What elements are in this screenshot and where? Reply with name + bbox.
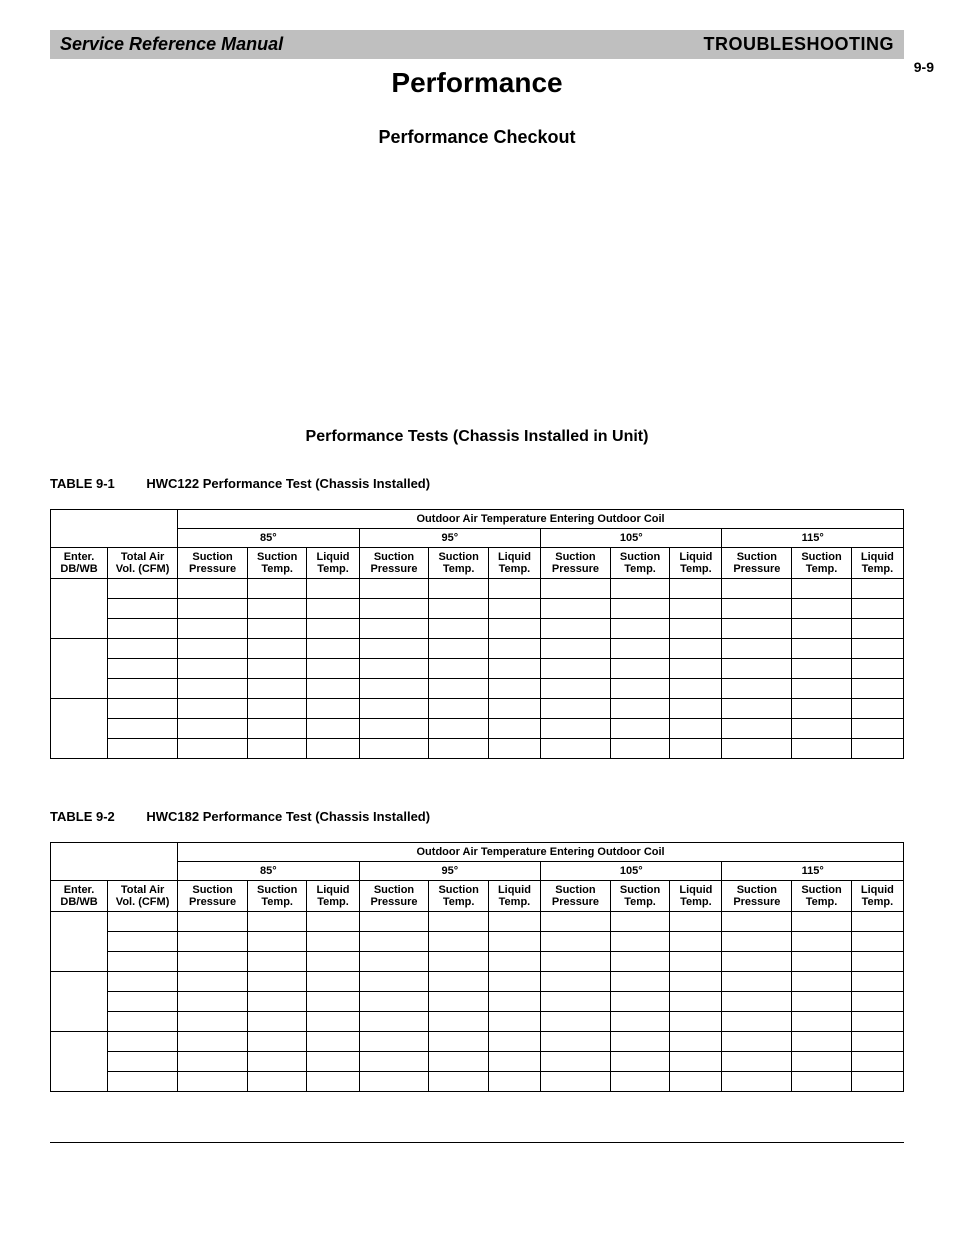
table2-sub-sp-1: Suction Pressure — [178, 881, 248, 912]
table2-outdoor-header: Outdoor Air Temperature Entering Outdoor… — [178, 843, 904, 862]
table1-temp-95: 95° — [359, 529, 540, 548]
table1-sub-st-4: Suction Temp. — [792, 548, 851, 579]
table2-cfm-header: Total Air Vol. (CFM) — [108, 881, 178, 912]
table1-sub-sp-3: Suction Pressure — [541, 548, 611, 579]
table1-sub-sp-4: Suction Pressure — [722, 548, 792, 579]
table1-sub-lt-4: Liquid Temp. — [851, 548, 903, 579]
table1-enter-header: Enter. DB/WB — [51, 548, 108, 579]
table2-sub-lt-4: Liquid Temp. — [851, 881, 903, 912]
table1-sub-st-3: Suction Temp. — [610, 548, 669, 579]
table-row — [51, 1032, 108, 1092]
table1-sub-lt-1: Liquid Temp. — [307, 548, 359, 579]
table1-sub-sp-2: Suction Pressure — [359, 548, 429, 579]
table2-sub-lt-3: Liquid Temp. — [670, 881, 722, 912]
table2-enter-header: Enter. DB/WB — [51, 881, 108, 912]
footer-rule — [50, 1142, 904, 1143]
table1-caption: TABLE 9-1 HWC122 Performance Test (Chass… — [50, 476, 904, 491]
table2-sub-lt-1: Liquid Temp. — [307, 881, 359, 912]
table1-temp-105: 105° — [541, 529, 722, 548]
table2-sub-sp-4: Suction Pressure — [722, 881, 792, 912]
table2-caption: TABLE 9-2 HWC182 Performance Test (Chass… — [50, 809, 904, 824]
table-row — [51, 912, 108, 972]
header-right-text: TROUBLESHOOTING — [704, 34, 895, 55]
table2-body — [51, 912, 904, 1092]
table1-cfm-header: Total Air Vol. (CFM) — [108, 548, 178, 579]
section-title: Performance Tests (Chassis Installed in … — [50, 428, 904, 446]
table1-sub-sp-1: Suction Pressure — [178, 548, 248, 579]
table-row — [51, 972, 108, 1032]
table2-corner-blank — [51, 843, 178, 881]
header-bar: Service Reference Manual TROUBLESHOOTING — [50, 30, 904, 59]
table1-sub-st-1: Suction Temp. — [247, 548, 306, 579]
table1-caption-text: HWC122 Performance Test (Chassis Install… — [146, 476, 430, 491]
table1-body — [51, 579, 904, 759]
table2-sub-st-2: Suction Temp. — [429, 881, 488, 912]
table2-temp-115: 115° — [722, 862, 904, 881]
table2-sub-st-4: Suction Temp. — [792, 881, 851, 912]
table2-sub-sp-2: Suction Pressure — [359, 881, 429, 912]
performance-table-2: Outdoor Air Temperature Entering Outdoor… — [50, 842, 904, 1092]
table2-label: TABLE 9-2 — [50, 809, 115, 824]
table2-temp-95: 95° — [359, 862, 540, 881]
table2-temp-85: 85° — [178, 862, 359, 881]
table-row — [51, 699, 108, 759]
header-left-text: Service Reference Manual — [60, 34, 283, 55]
sub-title: Performance Checkout — [50, 127, 904, 148]
table-row — [51, 579, 108, 639]
table-row — [51, 639, 108, 699]
table2-sub-st-3: Suction Temp. — [610, 881, 669, 912]
table1-sub-lt-3: Liquid Temp. — [670, 548, 722, 579]
table1-outdoor-header: Outdoor Air Temperature Entering Outdoor… — [178, 510, 904, 529]
table2-sub-lt-2: Liquid Temp. — [488, 881, 540, 912]
table1-label: TABLE 9-1 — [50, 476, 115, 491]
page-number: 9-9 — [914, 59, 934, 75]
table2-temp-105: 105° — [541, 862, 722, 881]
table1-sub-st-2: Suction Temp. — [429, 548, 488, 579]
table1-corner-blank — [51, 510, 178, 548]
table2-sub-st-1: Suction Temp. — [247, 881, 306, 912]
table1-temp-115: 115° — [722, 529, 904, 548]
table2-sub-sp-3: Suction Pressure — [541, 881, 611, 912]
main-title: Performance — [50, 67, 904, 99]
table2-caption-text: HWC182 Performance Test (Chassis Install… — [146, 809, 430, 824]
performance-table-1: Outdoor Air Temperature Entering Outdoor… — [50, 509, 904, 759]
table1-sub-lt-2: Liquid Temp. — [488, 548, 540, 579]
table1-temp-85: 85° — [178, 529, 359, 548]
